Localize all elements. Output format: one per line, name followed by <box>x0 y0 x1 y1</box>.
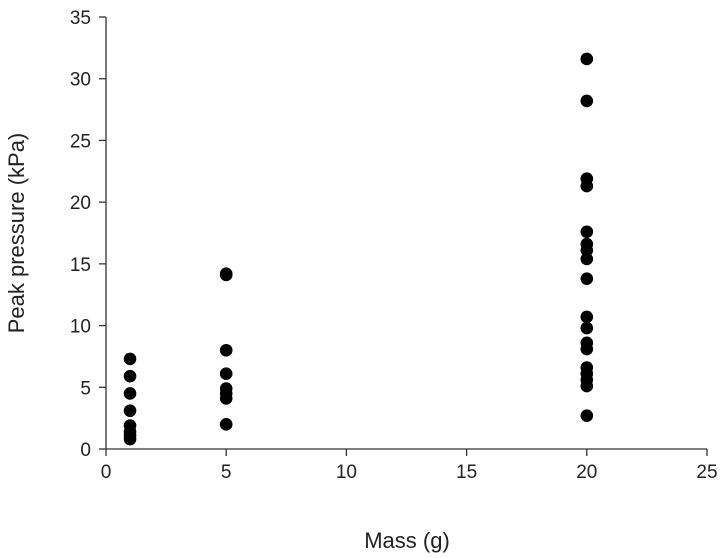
y-tick-label: 35 <box>70 8 91 29</box>
axis-ticks: 0 5 10 15 20 25 0 5 10 15 20 25 30 35 <box>70 8 718 483</box>
data-point <box>580 310 594 324</box>
data-point <box>123 369 137 383</box>
data-point <box>580 94 594 108</box>
data-point <box>123 404 137 418</box>
data-point <box>123 432 137 446</box>
x-tick-label: 5 <box>221 462 232 483</box>
x-axis-title: Mass (g) <box>364 528 450 553</box>
y-axis-title: Peak pressure (kPa) <box>4 133 29 334</box>
x-tick-label: 20 <box>576 462 597 483</box>
x-tick-label: 15 <box>456 462 477 483</box>
y-tick-label: 0 <box>80 440 91 461</box>
data-point <box>580 379 594 393</box>
data-point <box>219 367 233 381</box>
data-point <box>219 268 233 282</box>
data-points <box>123 52 594 446</box>
x-tick-label: 0 <box>101 462 112 483</box>
x-tick-label: 25 <box>696 462 717 483</box>
x-tick-label: 10 <box>336 462 357 483</box>
data-point <box>580 179 594 193</box>
y-tick-label: 5 <box>80 378 91 399</box>
data-point <box>219 418 233 431</box>
y-tick-label: 10 <box>70 317 91 338</box>
data-point <box>580 272 594 285</box>
data-point <box>580 321 594 335</box>
data-point <box>580 409 594 422</box>
data-point <box>123 352 137 366</box>
y-tick-label: 25 <box>70 131 91 152</box>
data-point <box>580 225 594 239</box>
data-point <box>580 243 594 257</box>
data-point <box>123 387 137 400</box>
data-point <box>219 343 233 357</box>
y-tick-label: 15 <box>70 255 91 276</box>
y-tick-label: 30 <box>70 70 91 91</box>
data-point <box>219 392 233 405</box>
y-tick-label: 20 <box>70 193 91 214</box>
data-point <box>580 252 594 266</box>
data-point <box>580 52 594 66</box>
data-point <box>580 342 594 356</box>
